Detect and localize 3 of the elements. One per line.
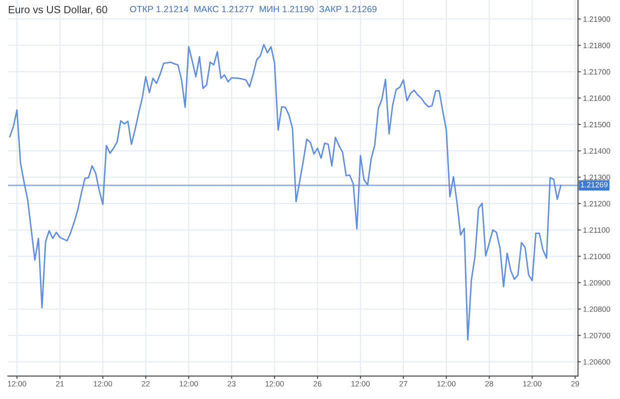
chart-title: Euro vs US Dollar, 60: [8, 6, 108, 15]
line-series: [9, 44, 562, 341]
text: ОТКР 1.21214 МАКС 1.21277 МИН 1.21190 ЗАКР 1.21269: [130, 6, 377, 12]
